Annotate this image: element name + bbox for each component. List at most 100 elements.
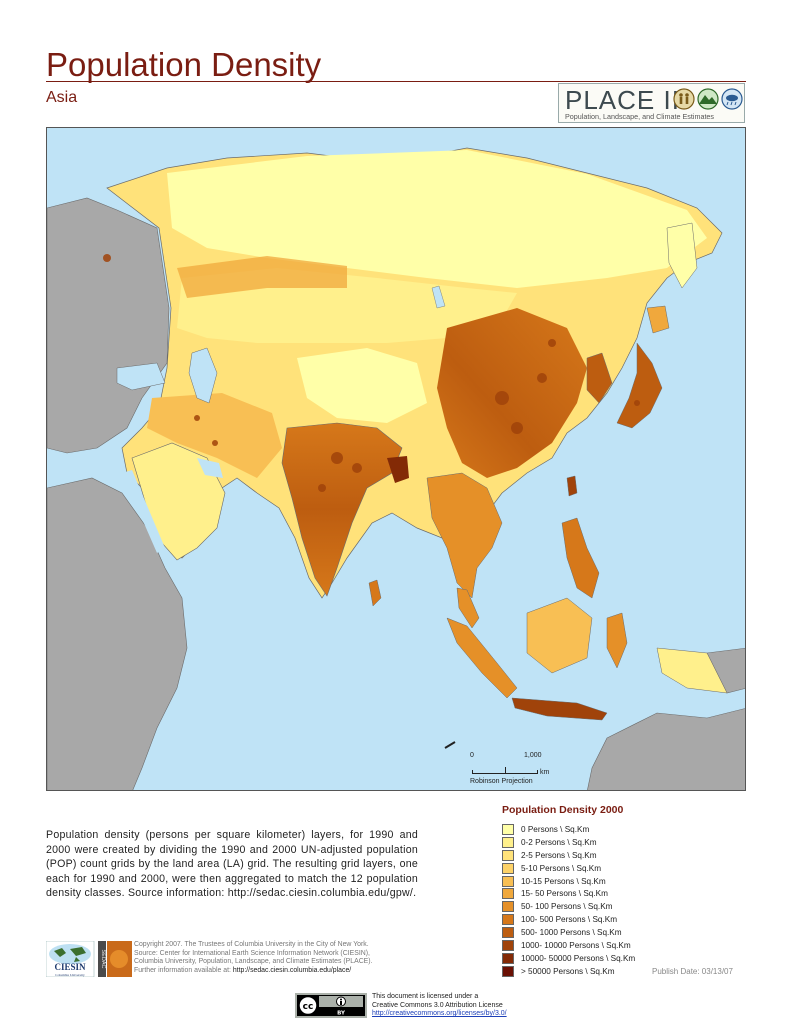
place-logo: PLACE II Population, Landscape, and Clim… bbox=[558, 83, 745, 123]
legend-swatch bbox=[502, 927, 514, 939]
siberia-region bbox=[167, 150, 707, 288]
legend-swatch bbox=[502, 914, 514, 926]
further-info-label: Further information available at: bbox=[134, 967, 231, 975]
publish-date: Publish Date: 03/13/07 bbox=[652, 967, 733, 976]
map-title: Population Density bbox=[46, 46, 322, 83]
scale-unit-label: km bbox=[540, 769, 550, 776]
legend-swatch bbox=[502, 939, 514, 951]
kamchatka bbox=[666, 222, 698, 289]
legend-label: 100- 500 Persons \ Sq.Km bbox=[521, 915, 618, 925]
taiwan bbox=[566, 475, 578, 497]
legend-swatch bbox=[502, 862, 514, 874]
copyright-line: Source: Center for International Earth S… bbox=[134, 949, 370, 957]
legend-item: 5-10 Persons \ Sq.Km bbox=[502, 862, 662, 875]
legend-items: 0 Persons \ Sq.Km 0-2 Persons \ Sq.Km 2-5 … bbox=[502, 823, 662, 978]
legend-item: > 50000 Persons \ Sq.Km bbox=[502, 965, 662, 978]
projection-label: Robinson Projection bbox=[470, 778, 533, 785]
map-subtitle: Asia bbox=[46, 89, 78, 106]
further-info-link[interactable]: http://sedac.ciesin.columbia.edu/place/ bbox=[232, 967, 352, 975]
world-map-icon bbox=[49, 944, 91, 964]
legend-swatch bbox=[502, 888, 514, 900]
legend-label: 50- 100 Persons \ Sq.Km bbox=[521, 902, 613, 912]
asia-population-density-map bbox=[46, 127, 746, 791]
legend-item: 10-15 Persons \ Sq.Km bbox=[502, 875, 662, 888]
legend-item: 0 Persons \ Sq.Km bbox=[502, 823, 662, 836]
sulawesi bbox=[606, 612, 628, 669]
legend-item: 500- 1000 Persons \ Sq.Km bbox=[502, 926, 662, 939]
bangladesh-region bbox=[387, 456, 409, 483]
further-info-line: Further information available at: http:/… bbox=[134, 967, 434, 976]
scale-zero-label: 0 bbox=[470, 752, 474, 759]
legend-label: 0-2 Persons \ Sq.Km bbox=[521, 837, 597, 847]
legend-swatch bbox=[502, 901, 514, 913]
borneo bbox=[526, 597, 593, 674]
red-sea bbox=[122, 470, 165, 553]
middle-east-region bbox=[147, 393, 282, 478]
license-line: This document is licensed under a bbox=[372, 993, 479, 1000]
scale-max-label: 1,000 bbox=[524, 752, 542, 759]
creative-commons-badge[interactable]: cc BY bbox=[295, 993, 367, 1018]
north-marker bbox=[444, 741, 456, 749]
density-hotspots bbox=[103, 254, 640, 712]
legend-label: 5-10 Persons \ Sq.Km bbox=[521, 863, 602, 873]
legend-label: 500- 1000 Persons \ Sq.Km bbox=[521, 928, 622, 938]
copyright-line: Copyright 2007. The Trustees of Columbia… bbox=[134, 941, 369, 948]
copyright-block: Copyright 2007. The Trustees of Columbia… bbox=[134, 941, 434, 976]
legend-item: 2-5 Persons \ Sq.Km bbox=[502, 849, 662, 862]
legend-label: 2-5 Persons \ Sq.Km bbox=[521, 850, 597, 860]
people-icon bbox=[673, 88, 695, 110]
legend-label: 0 Persons \ Sq.Km bbox=[521, 824, 590, 834]
license-text: This document is licensed under a Creati… bbox=[372, 993, 507, 1019]
philippines bbox=[561, 517, 600, 599]
africa-landmass bbox=[47, 477, 188, 790]
license-line: Creative Commons 3.0 Attribution License bbox=[372, 1001, 503, 1009]
title-divider bbox=[46, 81, 746, 82]
place-logo-name: PLACE II bbox=[565, 85, 680, 115]
caspian-sea bbox=[188, 347, 218, 404]
ciesin-logo-text: CIESIN bbox=[54, 962, 86, 972]
map-description: Population density (persons per square k… bbox=[46, 829, 418, 900]
japan-islands bbox=[616, 342, 663, 429]
sedac-logo-text: SEDAC bbox=[100, 950, 106, 969]
ciesin-sedac-logos: CIESIN Columbia University SEDAC bbox=[46, 941, 132, 977]
legend-swatch bbox=[502, 849, 514, 861]
malay-peninsula bbox=[456, 587, 480, 629]
legend-label: 15- 50 Persons \ Sq.Km bbox=[521, 889, 608, 899]
legend-swatch bbox=[502, 952, 514, 964]
australia-landmass bbox=[587, 708, 745, 790]
legend-item: 1000- 10000 Persons \ Sq.Km bbox=[502, 939, 662, 952]
ciesin-logo-subtext: Columbia University bbox=[55, 973, 85, 977]
legend-item: 15- 50 Persons \ Sq.Km bbox=[502, 887, 662, 900]
east-china-region bbox=[437, 308, 587, 478]
legend-swatch bbox=[502, 965, 514, 977]
sumatra bbox=[446, 617, 518, 699]
sri-lanka bbox=[368, 579, 382, 607]
svg-text:BY: BY bbox=[337, 1011, 346, 1017]
india-region bbox=[281, 422, 403, 597]
south-siberia-band bbox=[177, 256, 347, 298]
legend-swatch bbox=[502, 836, 514, 848]
legend-item: 50- 100 Persons \ Sq.Km bbox=[502, 900, 662, 913]
place-logo-icons bbox=[673, 88, 743, 110]
scale-bar-tick bbox=[505, 767, 506, 774]
legend: Population Density 2000 0 Persons \ Sq.K… bbox=[502, 804, 662, 978]
black-sea bbox=[116, 362, 166, 391]
legend-label: 10-15 Persons \ Sq.Km bbox=[521, 876, 606, 886]
legend-item: 10000- 50000 Persons \ Sq.Km bbox=[502, 952, 662, 965]
korea-region bbox=[586, 352, 613, 404]
southeast-asia-mainland bbox=[426, 472, 503, 599]
legend-swatch bbox=[502, 875, 514, 887]
legend-swatch bbox=[502, 823, 514, 835]
papua-region bbox=[656, 647, 728, 694]
legend-title: Population Density 2000 bbox=[502, 804, 624, 816]
persian-gulf bbox=[197, 458, 223, 478]
legend-label: 10000- 50000 Persons \ Sq.Km bbox=[521, 953, 636, 963]
landscape-icon bbox=[697, 88, 719, 110]
copyright-line: Columbia University, Population, Landsca… bbox=[134, 958, 373, 966]
legend-item: 0-2 Persons \ Sq.Km bbox=[502, 836, 662, 849]
map-scale-bar: 0 1,000 km Robinson Projection bbox=[470, 752, 550, 788]
climate-icon bbox=[721, 88, 743, 110]
cc-icon bbox=[298, 995, 318, 1016]
license-link[interactable]: http://creativecommons.org/licenses/by/3… bbox=[372, 1010, 507, 1018]
legend-label: 1000- 10000 Persons \ Sq.Km bbox=[521, 940, 631, 950]
